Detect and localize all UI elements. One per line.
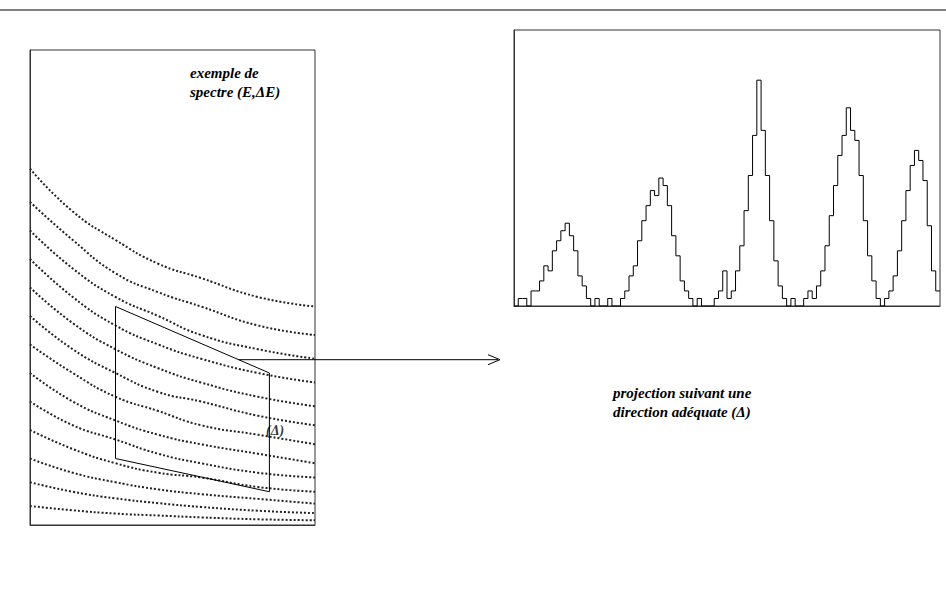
svg-text:exemple de: exemple de bbox=[190, 65, 262, 81]
svg-text:direction adéquate (Δ): direction adéquate (Δ) bbox=[613, 404, 751, 421]
svg-text:spectre (E,ΔE): spectre (E,ΔE) bbox=[189, 84, 280, 101]
svg-text:projection suivant une: projection suivant une bbox=[611, 385, 755, 401]
svg-text:(Δ): (Δ) bbox=[266, 423, 284, 439]
